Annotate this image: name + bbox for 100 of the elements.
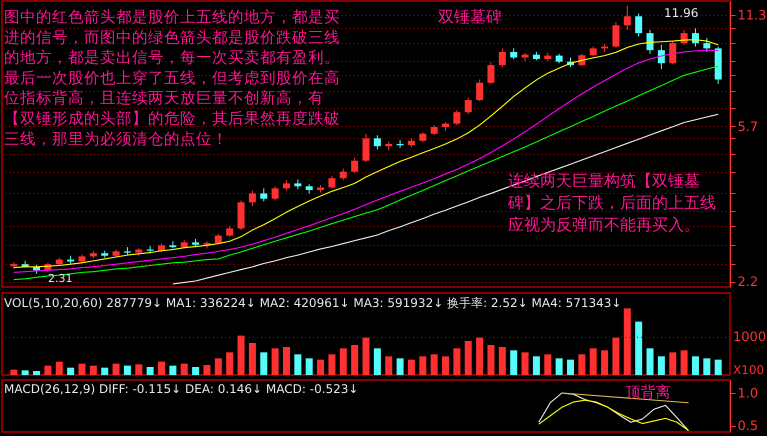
bar	[556, 358, 563, 375]
bar	[135, 364, 142, 375]
bar	[464, 341, 472, 375]
bar	[294, 354, 302, 375]
bar	[646, 348, 654, 375]
bar	[714, 360, 722, 375]
bar	[78, 364, 86, 375]
annotation: 图中的红色箭头都是股价上五线的地方，都是买	[4, 8, 340, 26]
line-series	[538, 400, 690, 432]
annotation: VOL(5,10,20,60) 287779↓ MA1: 336224↓ MA2: 420961↓ MA3: 591932↓ 换手率: 2.52↓ MA4: 571343↓	[4, 296, 622, 310]
candlestick	[260, 188, 268, 202]
bar	[90, 366, 97, 375]
annotation: 的地方，都是卖出信号，每一次买卖都有盈利。	[4, 48, 340, 67]
candlestick	[510, 48, 518, 60]
annotation: 最后一次股价也上穿了五线，但考虑到股价在高	[4, 68, 340, 87]
bar	[67, 368, 74, 375]
bar	[124, 366, 131, 375]
candlestick	[612, 22, 620, 48]
bar	[282, 347, 290, 375]
annotation: 位指标背高，且连续两天放巨量不创新高，有	[4, 89, 324, 108]
bar	[385, 356, 392, 375]
bar	[238, 336, 245, 375]
y-tick-label: 5.7	[738, 120, 758, 135]
bar	[612, 338, 620, 375]
candlestick	[351, 157, 358, 174]
candlestick	[487, 62, 494, 84]
text: X100	[733, 363, 764, 377]
bar	[692, 356, 699, 375]
bar	[408, 360, 415, 375]
y-tick-label: 1.0	[738, 386, 758, 402]
bar	[169, 366, 176, 375]
y-tick-label: 2.2	[738, 275, 758, 290]
bar	[272, 348, 279, 375]
bar	[578, 354, 586, 375]
candlestick	[635, 12, 642, 37]
candlestick	[419, 132, 426, 143]
bar	[146, 367, 154, 375]
candlestick	[248, 190, 256, 206]
candlestick	[340, 168, 347, 181]
candlestick	[646, 29, 654, 54]
bar	[374, 348, 381, 375]
bar	[532, 356, 540, 375]
candlestick	[226, 225, 234, 238]
candlestick	[328, 176, 336, 189]
bar	[192, 367, 200, 375]
bar	[590, 348, 597, 375]
annotation: 应视为反弹而不能再买入。	[508, 215, 700, 234]
candlestick	[578, 53, 586, 67]
annotation: 进的信号，而图中的绿色箭头都是股价跌破三线	[4, 28, 340, 46]
bar	[476, 338, 484, 375]
bar	[419, 356, 426, 375]
bar	[158, 362, 166, 375]
bar	[566, 360, 574, 375]
candlestick	[556, 53, 563, 64]
candlestick	[374, 134, 381, 150]
candlestick	[590, 46, 597, 56]
bar	[442, 356, 450, 375]
bar	[680, 350, 688, 375]
bar	[362, 338, 370, 375]
text: 1000	[733, 330, 766, 345]
annotation: 双锤墓碑	[438, 7, 502, 26]
candlestick	[453, 110, 460, 126]
bar	[112, 364, 120, 375]
bar	[226, 352, 234, 375]
annotation: MACD(26,12,9) DIFF: -0.115↓ DEA: 0.146↓ MACD: -0.523↓	[4, 382, 358, 396]
candlestick	[669, 40, 676, 65]
bar	[498, 347, 506, 375]
annotation: 三线，那里为必须清仓的点位！	[4, 130, 228, 148]
candlestick	[703, 38, 710, 52]
bar	[306, 358, 313, 375]
bar	[624, 308, 631, 375]
bar	[544, 354, 552, 375]
bar	[214, 358, 222, 375]
annotation: 11.96	[664, 6, 698, 20]
bar	[101, 368, 108, 375]
bar	[669, 352, 676, 375]
bar	[10, 370, 18, 375]
candlestick	[498, 48, 506, 68]
bar	[22, 370, 29, 375]
bar	[658, 356, 665, 375]
bar	[635, 322, 642, 375]
candlestick	[624, 5, 631, 30]
bar	[396, 358, 404, 375]
bar	[351, 345, 358, 375]
candlestick	[362, 133, 370, 163]
candlestick	[658, 44, 665, 70]
bar	[522, 352, 529, 375]
annotation: 碑】之后下跌，后面的上五线	[507, 193, 716, 212]
bar	[203, 365, 210, 375]
y-tick-label: 0.5	[738, 419, 758, 434]
bar	[510, 350, 518, 375]
bar	[180, 364, 188, 375]
candlestick	[306, 184, 313, 194]
y-tick-label: 11.3	[738, 8, 766, 24]
candlestick	[464, 97, 472, 115]
annotation: 2.31	[48, 272, 72, 285]
bar	[703, 358, 710, 375]
bar	[487, 345, 494, 375]
annotation: 【双锤形成的头部】的危险，其后果然再度跌破	[4, 110, 340, 128]
annotation: 顶背离	[626, 383, 670, 401]
